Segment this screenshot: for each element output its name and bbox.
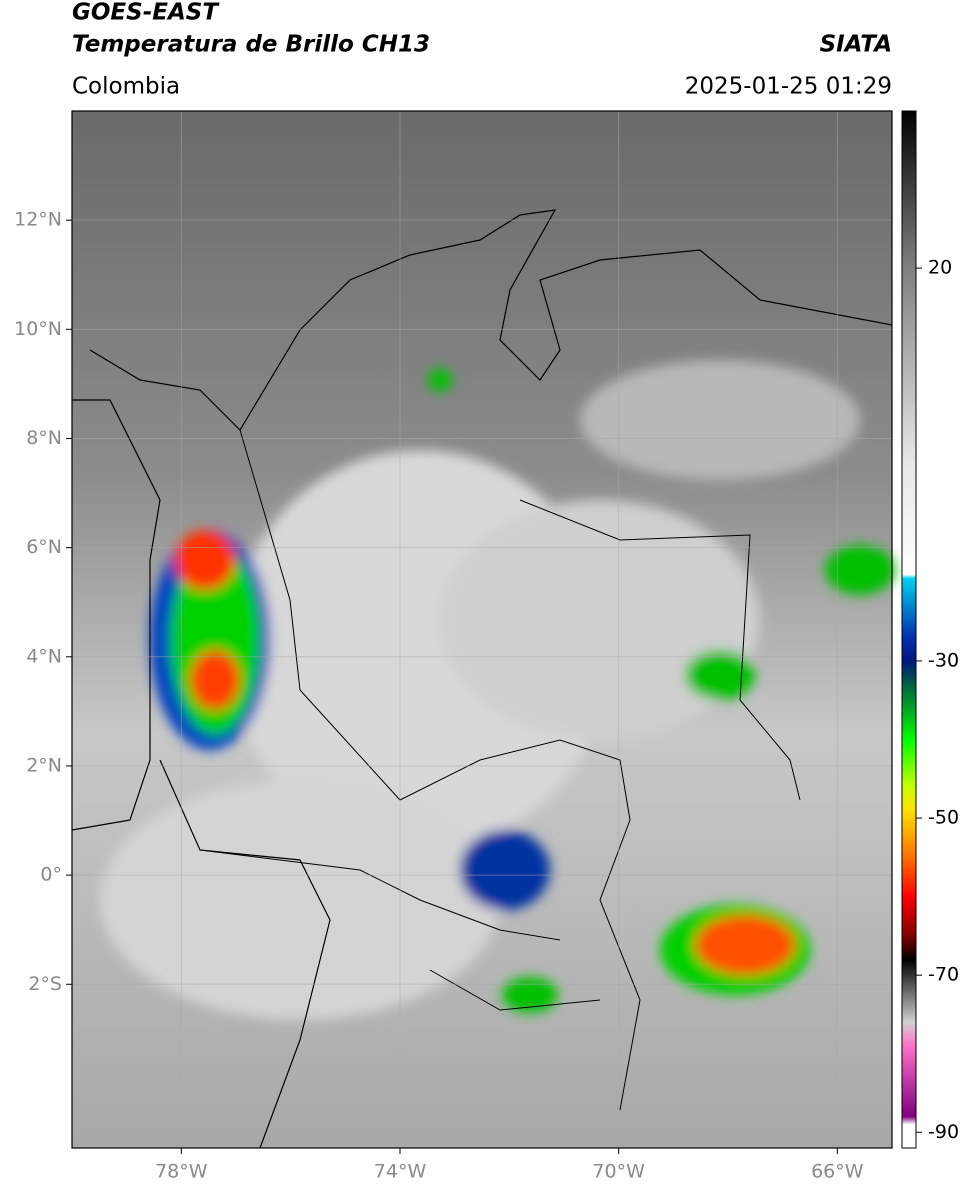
satellite-image (71, 111, 895, 1149)
product: Temperatura de Brillo CH13 (72, 32, 430, 58)
colorbar-tick-label: -30 (928, 649, 959, 671)
colorbar-tick-label: -90 (928, 1121, 959, 1143)
y-tick-label: 4°N (26, 645, 62, 667)
datetime: 2025-01-25 01:29 (685, 74, 892, 100)
x-tick-label: 66°W (811, 1161, 864, 1183)
y-tick-label: 12°N (14, 209, 62, 231)
colorbar-tick-label: -50 (928, 807, 959, 829)
y-tick-label: 8°N (26, 427, 62, 449)
y-tick-label: 2°S (28, 973, 62, 995)
region: Colombia (72, 74, 180, 100)
satellite: GOES-EAST (72, 0, 220, 26)
colorbar-tick-label: 20 (928, 257, 952, 279)
colorbar (901, 110, 917, 1149)
x-tick-label: 78°W (155, 1161, 208, 1183)
y-tick-label: 10°N (14, 318, 62, 340)
x-tick-label: 74°W (374, 1161, 427, 1183)
map-frame (71, 110, 893, 1149)
x-tick-label: 70°W (592, 1161, 645, 1183)
y-tick-label: 6°N (26, 536, 62, 558)
colorbar-tick-label: -70 (928, 964, 959, 986)
source: SIATA (820, 32, 892, 58)
y-tick-label: 2°N (26, 754, 62, 776)
y-tick-label: 0° (40, 864, 62, 886)
